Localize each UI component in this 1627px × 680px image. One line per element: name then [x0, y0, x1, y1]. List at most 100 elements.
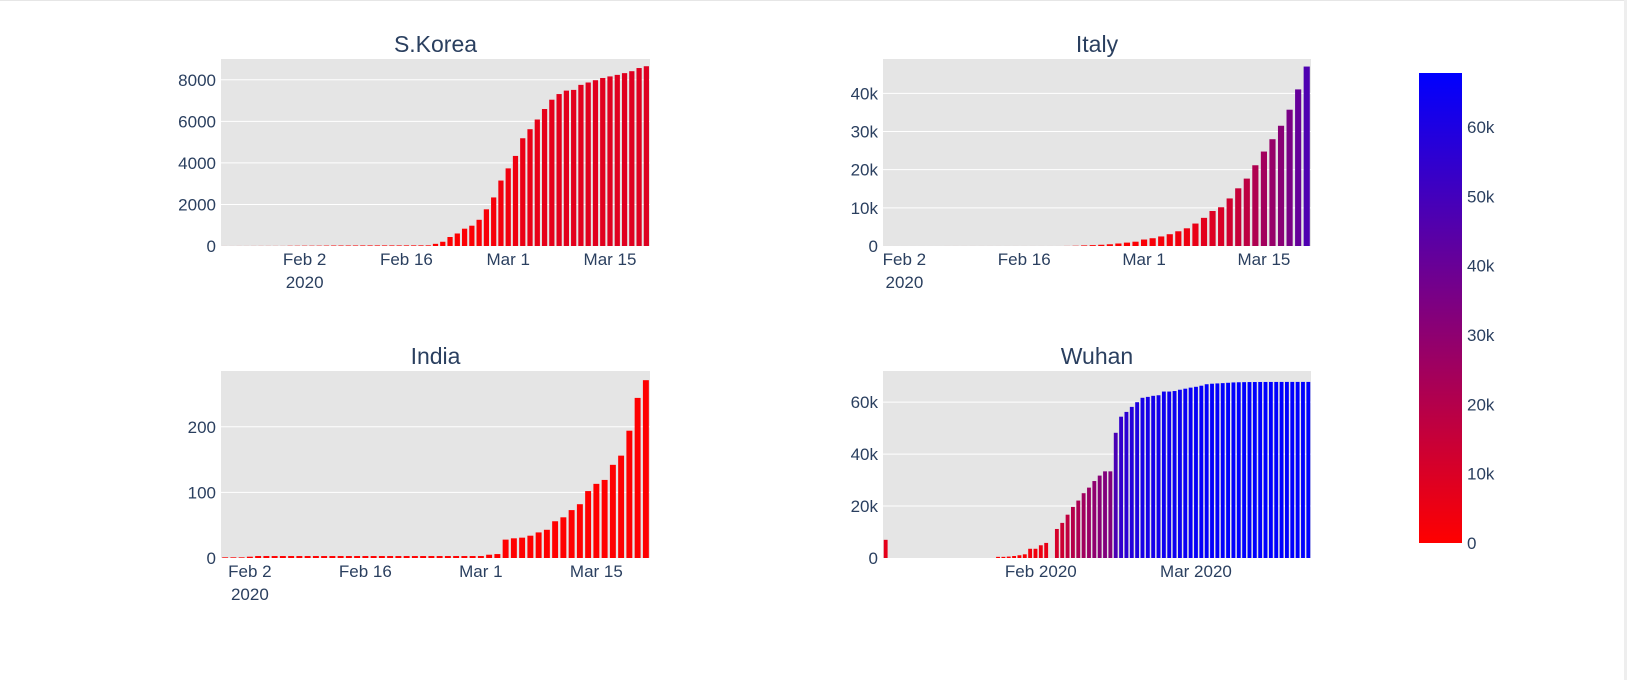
bar	[1119, 416, 1124, 558]
bar	[1017, 555, 1022, 558]
bar	[1183, 228, 1190, 246]
bar	[1092, 481, 1097, 558]
bar	[453, 556, 460, 558]
bar	[1145, 396, 1150, 558]
bar	[238, 557, 245, 558]
right-scrollbar-edge	[1624, 0, 1627, 680]
bar	[1156, 395, 1161, 558]
bar	[1258, 381, 1263, 558]
bar	[1012, 556, 1017, 558]
y-tick-label: 20k	[851, 161, 879, 180]
bar	[279, 556, 286, 558]
x-tick-label: Mar 1	[1122, 250, 1165, 269]
bar	[527, 129, 533, 246]
bar	[1215, 383, 1220, 558]
bar	[535, 532, 542, 558]
bar	[230, 557, 237, 558]
y-tick-label: 0	[207, 549, 216, 568]
bar	[1028, 548, 1033, 558]
colorbar-gradient	[1419, 73, 1462, 543]
bar	[494, 554, 501, 558]
bar	[477, 556, 484, 558]
x-axis-ticks: Feb 2020 Mar 2020	[1005, 562, 1232, 581]
bar	[556, 94, 562, 246]
bar	[1175, 231, 1182, 246]
bar	[1188, 387, 1193, 558]
bar	[563, 90, 569, 246]
bar	[246, 556, 253, 558]
colorbar-tick-label: 10k	[1467, 465, 1495, 484]
bar	[1192, 223, 1199, 246]
bar	[491, 197, 497, 246]
bar	[1247, 382, 1252, 558]
bar-series	[883, 381, 1311, 558]
bar	[1129, 406, 1134, 558]
x-tick-label: Feb 16	[998, 250, 1051, 269]
y-tick-label: 40k	[851, 84, 879, 103]
bar	[1210, 383, 1214, 558]
bar	[549, 99, 555, 246]
bar	[461, 556, 468, 558]
bar	[560, 517, 567, 558]
bar	[1054, 528, 1059, 558]
bar	[568, 510, 575, 558]
bar	[1295, 381, 1300, 558]
colorbar-tick-label: 50k	[1467, 187, 1495, 206]
bar	[1231, 382, 1236, 558]
colorbar-tick-label: 20k	[1467, 395, 1495, 414]
bar	[1135, 402, 1140, 558]
y-axis-ticks: 0 2000 4000 6000 8000	[178, 71, 216, 256]
bar	[1220, 383, 1225, 558]
bar	[643, 66, 649, 246]
chart-title-india: India	[411, 343, 461, 369]
bar	[296, 556, 303, 558]
bar	[1226, 382, 1231, 558]
x-tick-year-label: 2020	[231, 585, 269, 604]
bar	[396, 245, 402, 246]
bar	[512, 155, 519, 246]
bar	[1070, 506, 1075, 558]
bar	[1277, 125, 1285, 246]
bar	[420, 556, 427, 558]
bar	[1226, 198, 1233, 246]
bar	[1124, 411, 1129, 558]
bar	[1149, 238, 1156, 246]
bar	[461, 228, 468, 246]
bar	[576, 504, 583, 558]
x-axis-ticks: Feb 2 2020 Feb 16 Mar 1 Mar 15	[883, 250, 1291, 292]
bar	[636, 68, 642, 246]
bar	[378, 556, 385, 558]
bar	[447, 237, 453, 246]
x-tick-label: Mar 2020	[1160, 562, 1232, 581]
y-tick-label: 200	[188, 418, 216, 437]
colorbar-tick-label: 30k	[1467, 326, 1495, 345]
y-axis-ticks: 0 20k 40k 60k	[851, 393, 879, 568]
y-tick-label: 20k	[851, 497, 879, 516]
x-tick-label: Feb 2	[228, 562, 271, 581]
bar	[432, 243, 439, 246]
x-tick-label: Feb 2	[883, 250, 926, 269]
bar	[593, 483, 600, 558]
bar	[1081, 493, 1086, 558]
y-tick-label: 0	[869, 549, 878, 568]
bar	[1290, 381, 1295, 558]
bar	[600, 77, 606, 246]
bar	[1268, 381, 1273, 558]
bar	[345, 556, 352, 558]
gridlines	[221, 426, 650, 493]
bar	[395, 556, 402, 558]
bar	[312, 556, 319, 558]
bar	[1087, 487, 1091, 558]
bar	[1242, 382, 1247, 558]
bar	[352, 245, 359, 246]
bar	[618, 455, 625, 558]
bar	[592, 80, 599, 246]
bar	[263, 556, 270, 558]
bar	[614, 74, 620, 246]
x-axis-ticks: Feb 2 2020 Feb 16 Mar 1 Mar 15	[228, 562, 623, 604]
bar-series	[222, 380, 649, 558]
bar	[389, 245, 395, 246]
bar	[510, 538, 517, 558]
bar	[1089, 245, 1096, 246]
